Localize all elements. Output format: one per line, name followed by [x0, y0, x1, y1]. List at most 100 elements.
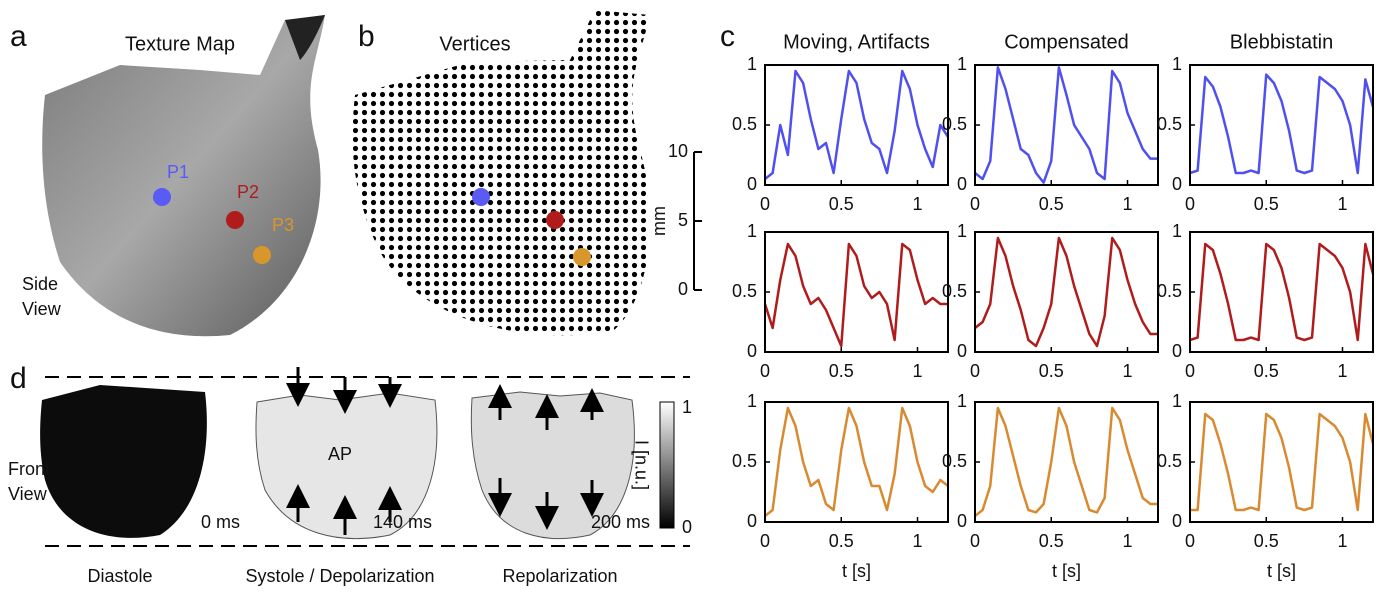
time-label: 200 ms	[591, 512, 650, 532]
view-label: Side	[22, 274, 58, 294]
trace	[1190, 414, 1373, 510]
chart-title: Compensated	[1004, 31, 1129, 53]
point-marker	[546, 211, 564, 229]
front-view-map	[40, 385, 207, 538]
plot-frame	[1190, 232, 1373, 352]
x-tick-label: 1	[912, 531, 922, 551]
x-tick-label: 0.5	[1039, 361, 1064, 381]
point-marker	[573, 248, 591, 266]
x-tick-label: 1	[912, 361, 922, 381]
point-label: P2	[237, 182, 259, 202]
y-tick-label: 0.5	[1157, 451, 1182, 471]
trace	[1190, 75, 1373, 173]
y-tick-label: 0.5	[732, 451, 757, 471]
view-label: View	[22, 299, 62, 319]
x-tick-label: 1	[1337, 194, 1347, 214]
trace	[975, 238, 1158, 346]
chart-title: Moving, Artifacts	[783, 31, 930, 53]
y-tick-label: 1	[747, 221, 757, 241]
y-tick-label: 1	[1172, 54, 1182, 74]
figure: a b c d Texture Map P1 P2 P3 Side View V…	[0, 0, 1378, 587]
colorbar-tick-label: 1	[682, 397, 692, 417]
y-tick-label: 0	[1172, 341, 1182, 361]
x-tick-label: 0.5	[829, 194, 854, 214]
y-tick-label: 0	[1172, 511, 1182, 531]
y-tick-label: 0.5	[1157, 281, 1182, 301]
x-tick-label: 0.5	[829, 361, 854, 381]
vertex-cloud	[353, 10, 651, 335]
scale-unit: mm	[649, 206, 669, 236]
x-tick-label: 1	[1122, 361, 1132, 381]
plot-frame	[1190, 402, 1373, 522]
x-axis-label: t [s]	[1052, 561, 1081, 581]
panel-label: a	[10, 20, 27, 53]
y-tick-label: 1	[747, 54, 757, 74]
panel-title: Vertices	[439, 33, 510, 55]
x-tick-label: 0	[760, 531, 770, 551]
view-label: View	[8, 484, 48, 504]
x-axis-label: t [s]	[1267, 561, 1296, 581]
chart-title: Blebbistatin	[1230, 31, 1333, 53]
panel-label: d	[10, 362, 27, 395]
point-label: P1	[167, 162, 189, 182]
point-marker	[226, 211, 244, 229]
y-tick-label: 0.5	[732, 114, 757, 134]
panel-label: b	[358, 20, 375, 53]
x-tick-label: 1	[1122, 531, 1132, 551]
x-tick-label: 0.5	[1254, 361, 1279, 381]
trace	[765, 71, 948, 179]
trace	[975, 67, 1158, 182]
y-tick-label: 0	[957, 174, 967, 194]
y-tick-label: 1	[1172, 391, 1182, 411]
y-tick-label: 0.5	[942, 114, 967, 134]
scale-tick-label: 0	[678, 279, 688, 299]
y-tick-label: 0.5	[942, 451, 967, 471]
y-tick-label: 0.5	[942, 281, 967, 301]
phase-label: Repolarization	[502, 566, 617, 586]
x-tick-label: 0.5	[1039, 194, 1064, 214]
colorbar-ticks: 10	[682, 397, 692, 537]
colorbar	[660, 402, 674, 528]
x-tick-label: 1	[912, 194, 922, 214]
x-tick-label: 0	[970, 361, 980, 381]
y-tick-label: 0.5	[1157, 114, 1182, 134]
point-label: P3	[272, 215, 294, 235]
point-marker	[153, 188, 171, 206]
trace	[765, 244, 948, 346]
colorbar-tick-label: 0	[682, 517, 692, 537]
annotation: AP	[328, 444, 352, 464]
x-axis-label: t [s]	[842, 561, 871, 581]
trace	[765, 408, 948, 516]
colorbar-label: I [n.u.]	[631, 440, 651, 490]
y-tick-label: 0	[957, 341, 967, 361]
x-tick-label: 0	[970, 194, 980, 214]
x-tick-label: 0	[1185, 531, 1195, 551]
x-tick-label: 1	[1122, 194, 1132, 214]
time-label: 140 ms	[373, 512, 432, 532]
y-tick-label: 0	[747, 174, 757, 194]
y-tick-label: 0	[957, 511, 967, 531]
trace	[1190, 244, 1373, 340]
y-tick-label: 0.5	[732, 281, 757, 301]
x-tick-label: 0.5	[829, 531, 854, 551]
view-label: Front	[8, 459, 50, 479]
time-label: 0 ms	[201, 512, 240, 532]
x-tick-label: 0	[760, 361, 770, 381]
point-marker	[253, 246, 271, 264]
phase-label: Diastole	[87, 566, 152, 586]
panel-title: Texture Map	[125, 33, 235, 55]
x-tick-label: 1	[1337, 361, 1347, 381]
panel-label: c	[720, 20, 735, 53]
point-marker	[472, 188, 490, 206]
phase-label: Systole / Depolarization	[245, 566, 434, 586]
x-tick-label: 0.5	[1254, 194, 1279, 214]
x-tick-label: 0	[760, 194, 770, 214]
y-tick-label: 1	[747, 391, 757, 411]
y-tick-label: 1	[957, 54, 967, 74]
plot-frame	[1190, 65, 1373, 185]
y-tick-label: 1	[957, 221, 967, 241]
y-tick-label: 0	[747, 341, 757, 361]
y-tick-label: 0	[1172, 174, 1182, 194]
scale-tick-label: 10	[668, 141, 688, 161]
